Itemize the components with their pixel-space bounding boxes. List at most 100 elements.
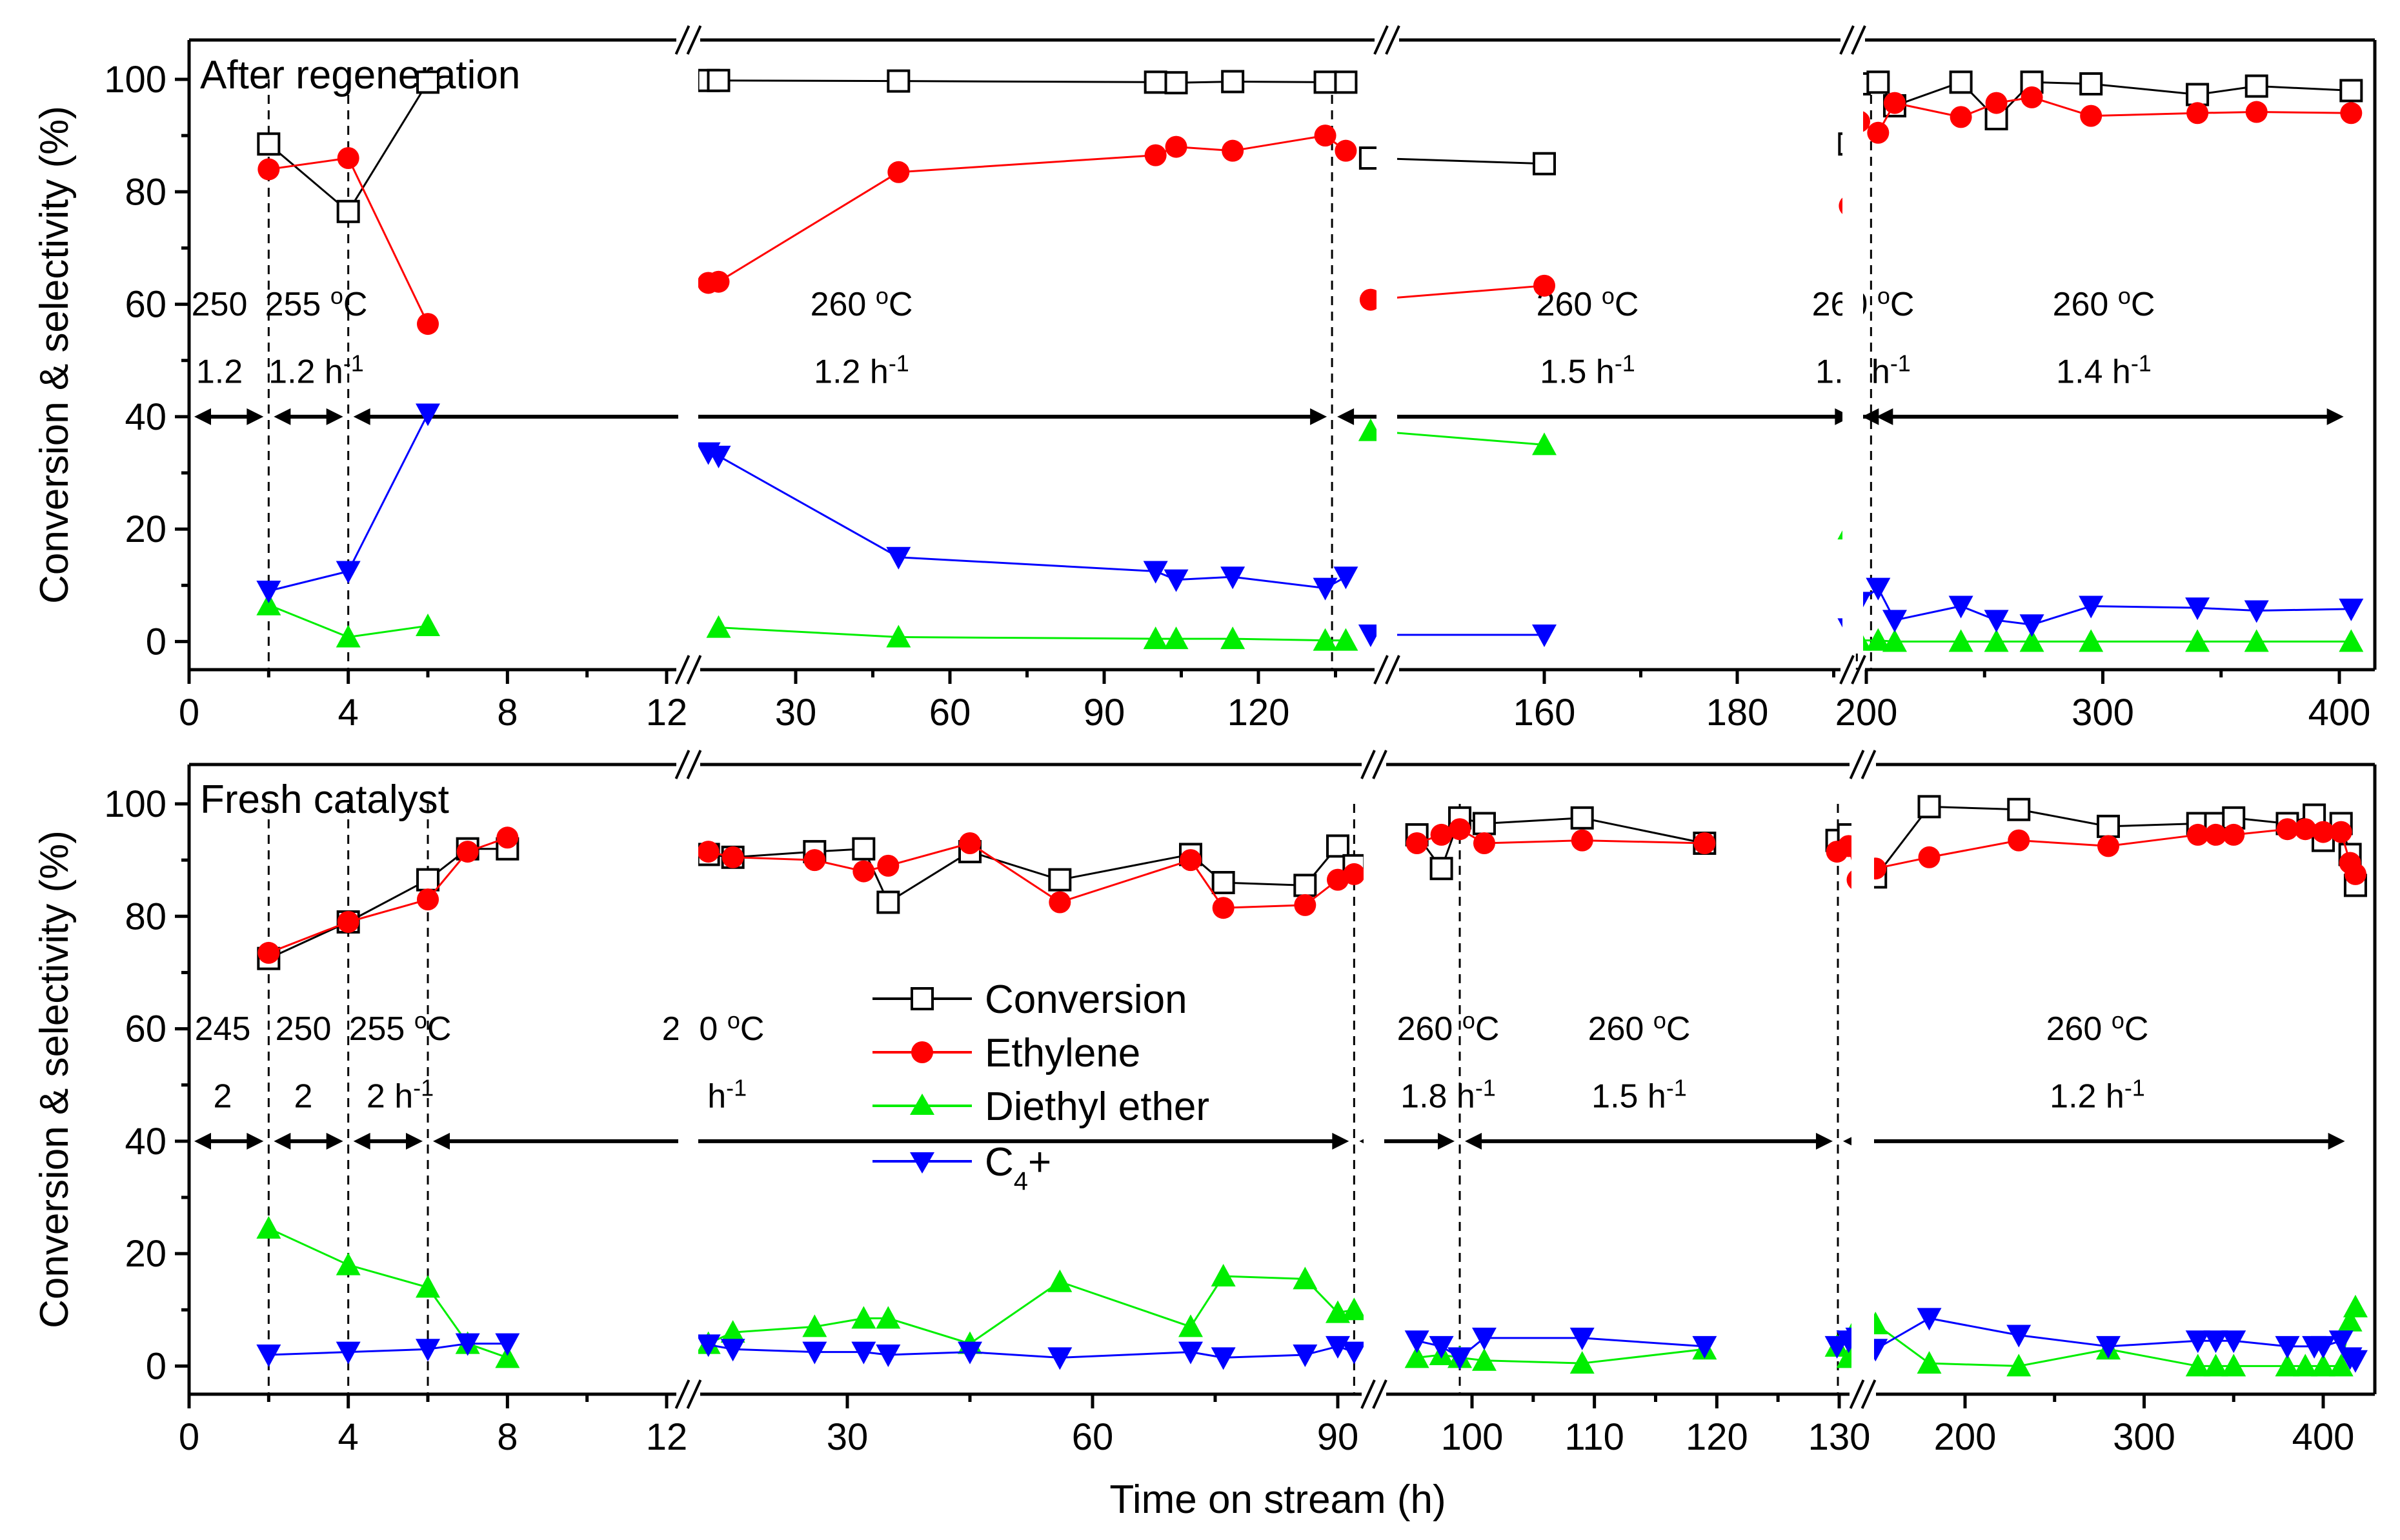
data-point — [256, 581, 281, 603]
regime-arrowhead — [274, 408, 291, 425]
series-ethylene — [257, 818, 2366, 964]
series-line — [887, 842, 971, 867]
data-point — [876, 1345, 901, 1367]
data-point — [1404, 1345, 1429, 1368]
data-point — [257, 158, 280, 181]
data-point — [1571, 829, 1593, 852]
data-point — [1334, 70, 1358, 94]
data-point — [886, 546, 911, 570]
regime-whsv-label: 1.8 h-1 — [1400, 1075, 1496, 1115]
data-point — [1984, 107, 2008, 130]
data-point — [1165, 135, 1187, 158]
series-line — [732, 1325, 815, 1334]
axis-break-mark — [674, 655, 691, 685]
series-line — [1060, 853, 1191, 881]
data-point — [1406, 832, 1428, 854]
regime-whsv-label: 1.4 h-1 — [2056, 350, 2152, 391]
x-tick-label: 4 — [338, 1416, 359, 1458]
series-line — [969, 850, 1060, 881]
data-point — [1144, 70, 1167, 94]
x-tick-label: 400 — [2308, 692, 2371, 734]
data-point — [416, 868, 439, 892]
data-point — [1049, 891, 1071, 914]
regime-temp-label: 260 oC — [1588, 1007, 1691, 1048]
data-point — [336, 1341, 361, 1365]
series-line — [2108, 1339, 2198, 1348]
data-point — [1917, 795, 1941, 819]
data-point — [2097, 814, 2120, 838]
regime-arrowhead — [247, 1132, 264, 1150]
series-line — [2091, 112, 2198, 117]
data-point — [1430, 823, 1453, 846]
data-point — [1449, 818, 1471, 841]
axis-break-mark — [1373, 655, 1389, 685]
series-line — [2018, 808, 2109, 828]
y-tick-label: 80 — [125, 895, 166, 937]
data-point — [1220, 626, 1245, 650]
data-point — [2337, 1308, 2363, 1332]
data-point — [1471, 1348, 1497, 1371]
data-point — [1570, 806, 1594, 830]
data-point — [2328, 1354, 2354, 1377]
data-point — [495, 1333, 520, 1356]
series-line — [1059, 1281, 1191, 1328]
legend-label-ethylene: Ethylene — [985, 1031, 1140, 1075]
data-point — [706, 445, 731, 468]
series-line — [898, 635, 1156, 640]
data-point — [1326, 834, 1349, 858]
y-tick-label: 40 — [125, 1121, 166, 1163]
series-line — [2032, 605, 2092, 626]
series-line — [1060, 1351, 1191, 1359]
data-point — [2221, 1354, 2246, 1377]
panel-title: Fresh catalyst — [200, 777, 449, 822]
data-point — [1429, 857, 1453, 881]
x-tick-label: 0 — [179, 1416, 199, 1458]
data-point — [1917, 1308, 1942, 1331]
data-point — [1917, 1351, 1942, 1374]
data-point — [2185, 597, 2210, 621]
regime-arrowhead — [433, 1132, 450, 1150]
series-line — [1484, 839, 1582, 845]
data-point — [2186, 83, 2210, 106]
data-point — [1293, 874, 1317, 897]
data-point — [1220, 566, 1245, 590]
data-point — [1429, 1335, 1454, 1359]
x-tick-label: 4 — [338, 692, 359, 734]
panel-title: After regeneration — [200, 53, 520, 97]
data-point — [2339, 629, 2364, 652]
data-point — [1447, 1347, 1473, 1370]
data-point — [1948, 629, 1973, 652]
data-point — [2006, 1325, 2032, 1348]
series-line — [1370, 430, 1545, 446]
data-point — [1313, 628, 1338, 651]
series-line — [2256, 608, 2352, 612]
regime-temp-label: 260 oC — [2053, 283, 2155, 323]
series-line — [969, 1281, 1061, 1345]
y-tick-label: 20 — [125, 1233, 166, 1275]
data-point — [1918, 846, 1941, 868]
series-line — [1582, 839, 1705, 845]
regime-arrowhead — [1862, 408, 1879, 425]
data-point — [803, 849, 826, 872]
data-point — [2344, 863, 2366, 885]
data-point — [1866, 577, 1891, 601]
series-line — [888, 1351, 971, 1356]
y-tick-label: 0 — [146, 1345, 166, 1387]
data-point — [416, 614, 440, 637]
data-point — [1314, 125, 1336, 147]
regime-temp-label: 250 — [276, 1010, 332, 1048]
x-tick-label: 300 — [2113, 1416, 2175, 1458]
data-point — [1471, 1327, 1497, 1350]
data-point — [2007, 797, 2031, 821]
series-line — [1176, 575, 1233, 581]
data-point — [2096, 1335, 2121, 1359]
data-point — [1533, 274, 1555, 297]
data-point — [2311, 1354, 2335, 1377]
regime-whsv-label: 2 — [294, 1078, 313, 1115]
data-point — [2186, 102, 2209, 125]
series-line — [1223, 1354, 1306, 1359]
axis-break-mark — [1851, 25, 1866, 55]
axis-break-mark — [1861, 1379, 1877, 1409]
data-point — [852, 860, 875, 883]
